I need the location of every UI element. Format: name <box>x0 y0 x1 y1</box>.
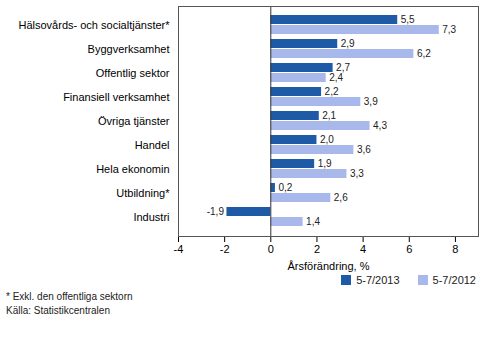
svg-text:3,9: 3,9 <box>364 96 378 107</box>
svg-text:2,7: 2,7 <box>336 62 350 74</box>
svg-text:3,3: 3,3 <box>350 168 364 179</box>
svg-text:7,3: 7,3 <box>442 24 456 35</box>
svg-text:Hälsovårds- och socialtjänster: Hälsovårds- och socialtjänster* <box>18 19 170 31</box>
svg-text:2,2: 2,2 <box>325 86 339 97</box>
svg-text:2,9: 2,9 <box>341 38 355 49</box>
svg-text:Årsförändring, %: Årsförändring, % <box>288 260 370 272</box>
svg-text:2: 2 <box>314 243 320 255</box>
html-text:Källa: Statistikcentralen: Källa: Statistikcentralen <box>6 305 110 316</box>
svg-text:Hela ekonomin: Hela ekonomin <box>96 163 169 175</box>
svg-text:-1,9: -1,9 <box>207 206 225 217</box>
html-text:5-7/2012: 5-7/2012 <box>432 274 476 286</box>
svg-text:Utbildning*: Utbildning* <box>116 187 170 199</box>
svg-text:3,6: 3,6 <box>357 144 371 155</box>
svg-text:Offentlig sektor: Offentlig sektor <box>96 67 170 79</box>
svg-text:2,1: 2,1 <box>322 110 336 121</box>
svg-text:2,6: 2,6 <box>334 192 348 203</box>
svg-text:Industri: Industri <box>133 211 169 223</box>
svg-text:6,2: 6,2 <box>417 48 431 59</box>
svg-text:-2: -2 <box>220 243 230 255</box>
svg-text:5,5: 5,5 <box>401 14 415 25</box>
svg-text:Byggverksamhet: Byggverksamhet <box>88 43 170 55</box>
svg-text:0,2: 0,2 <box>278 182 292 193</box>
html-text:5-7/2013: 5-7/2013 <box>356 274 400 286</box>
html-text:* Exkl. den offentliga sektorn: * Exkl. den offentliga sektorn <box>6 291 133 302</box>
svg-text:1,4: 1,4 <box>306 216 320 227</box>
svg-text:Handel: Handel <box>135 139 170 151</box>
svg-text:2,4: 2,4 <box>329 72 343 83</box>
svg-text:8: 8 <box>452 243 458 255</box>
svg-text:Övriga tjänster: Övriga tjänster <box>98 115 170 127</box>
svg-text:4: 4 <box>360 243 366 255</box>
svg-text:6: 6 <box>406 243 412 255</box>
svg-text:2,0: 2,0 <box>320 134 334 145</box>
svg-text:4,3: 4,3 <box>373 120 387 131</box>
svg-text:-4: -4 <box>174 243 184 255</box>
svg-text:Finansiell verksamhet: Finansiell verksamhet <box>63 91 169 103</box>
svg-text:1,9: 1,9 <box>318 158 332 169</box>
svg-text:0: 0 <box>268 243 274 255</box>
